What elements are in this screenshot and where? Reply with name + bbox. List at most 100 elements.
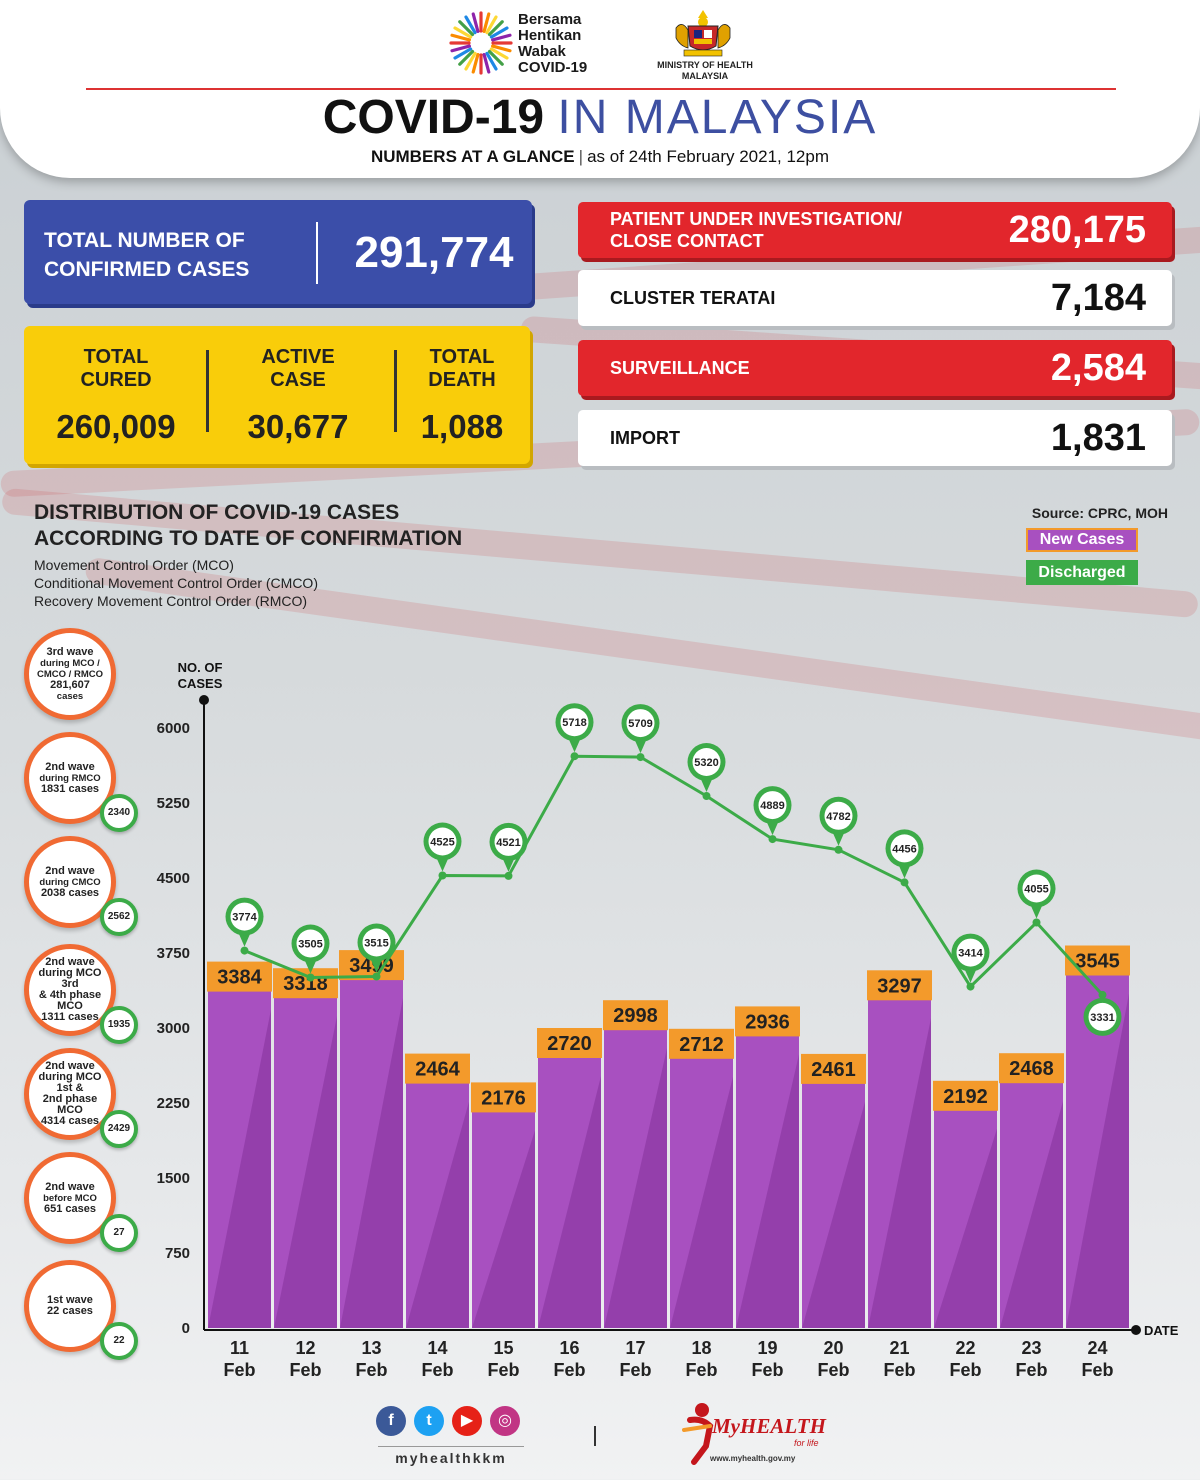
x-tick-label: 21	[889, 1338, 909, 1358]
bar-shade	[604, 1048, 667, 1328]
wave-label: 2nd wave during MCO 3rd & 4th phase MCO 131…	[38, 956, 102, 1023]
bar-value-label: 3499	[349, 955, 394, 977]
total-cured: TOTAL CURED 260,009	[56, 346, 176, 445]
social-handle: myhealthkkm	[378, 1446, 524, 1466]
x-tick-label: 16	[559, 1338, 579, 1358]
discharged-marker	[1083, 997, 1122, 1036]
x-tick-label: Feb	[223, 1360, 255, 1380]
bar-value-label: 2720	[547, 1033, 592, 1055]
header-divider	[86, 88, 1116, 90]
bar-label-cap	[999, 1053, 1064, 1084]
x-tick-label: Feb	[553, 1360, 585, 1380]
discharged-marker	[885, 829, 924, 879]
discharged-point	[1032, 918, 1041, 927]
discharged-marker	[555, 703, 594, 753]
bar-value-label: 3545	[1075, 951, 1120, 973]
discharged-value-label: 5320	[694, 757, 718, 769]
discharged-point	[900, 878, 909, 887]
wave-label: 2nd wave during RMCO 1831 cases	[39, 760, 101, 795]
discharged-point	[504, 871, 513, 880]
page-subtitle: NUMBERS AT A GLANCE | as of 24th February …	[370, 147, 830, 166]
discharged-marker	[951, 933, 990, 983]
wave-discharged-badge: 2340	[100, 794, 138, 832]
page-title: COVID-19 IN MALAYSIA	[322, 91, 878, 144]
wave-discharged-badge: 1935	[100, 1006, 138, 1044]
twitter-icon[interactable]: t	[414, 1406, 444, 1436]
bar-value-label: 3384	[217, 967, 262, 989]
campaign-burst-logo	[449, 11, 513, 75]
x-tick-label: Feb	[817, 1360, 849, 1380]
discharged-value-label: 3414	[958, 948, 983, 960]
bar-shade	[538, 1076, 601, 1328]
x-tick-label: Feb	[1081, 1360, 1113, 1380]
wave-label: 2nd wave during CMCO 2038 cases	[39, 864, 101, 899]
bar-value-label: 3297	[877, 975, 922, 997]
bar-shade	[406, 1101, 469, 1328]
x-tick-label: 19	[757, 1338, 777, 1358]
wave-circle: 1st wave 22 cases	[24, 1260, 116, 1352]
bar-shade	[736, 1054, 799, 1328]
y-tick-label: 2250	[157, 1095, 190, 1112]
discharged-value-label: 4525	[430, 837, 454, 849]
discharged-point	[768, 835, 777, 844]
myhealth-url[interactable]: www.myhealth.gov.my	[710, 1454, 796, 1463]
chart-title: DISTRIBUTION OF COVID-19 CASES ACCORDING…	[34, 501, 463, 550]
discharged-marker	[1017, 869, 1056, 919]
bar-shade	[670, 1076, 733, 1328]
bar-label-cap	[537, 1028, 602, 1058]
x-tick-label: Feb	[949, 1360, 981, 1380]
discharged-point	[834, 845, 843, 854]
discharged-marker	[753, 786, 792, 836]
bar-label-cap	[867, 970, 932, 1001]
y-tick-label: 6000	[157, 720, 190, 737]
x-tick-label: 20	[823, 1338, 843, 1358]
facebook-icon[interactable]: f	[376, 1406, 406, 1436]
bar-shade	[472, 1130, 535, 1328]
myhealth-wordmark: MyHEALTH	[712, 1414, 826, 1438]
social-icons: f t ▶ ◎	[376, 1406, 536, 1442]
wave-discharged-badge: 2429	[100, 1110, 138, 1148]
bar-label-cap	[207, 961, 272, 992]
x-tick-label: 17	[625, 1338, 645, 1358]
discharged-value-label: 4521	[496, 837, 520, 849]
bar-label-cap	[471, 1082, 536, 1113]
discharged-value-label: 4456	[892, 843, 916, 855]
bar-shade	[1066, 993, 1129, 1328]
discharged-point	[438, 871, 447, 880]
x-tick-label: Feb	[421, 1360, 453, 1380]
x-tick-label: Feb	[619, 1360, 651, 1380]
bar-value-label: 2192	[943, 1086, 988, 1108]
summary-divider	[394, 350, 397, 432]
bar-shade	[868, 1018, 931, 1328]
confirmed-cases-label: TOTAL NUMBER OF CONFIRMED CASES	[44, 229, 250, 281]
summary-divider	[206, 350, 209, 432]
campaign-name: Bersama Hentikan Wabak COVID-19	[518, 11, 588, 76]
x-tick-label: Feb	[883, 1360, 915, 1380]
youtube-icon[interactable]: ▶	[452, 1406, 482, 1436]
discharged-point	[570, 752, 579, 761]
wave-circle: 3rd wave during MCO / CMCO / RMCO 281,607 ca…	[24, 628, 116, 720]
x-tick-label: 15	[493, 1338, 513, 1358]
y-tick-label: 1500	[157, 1170, 190, 1187]
discharged-value-label: 3515	[364, 938, 388, 950]
cluster-teratai-card: CLUSTER TERATAI 7,184	[578, 270, 1172, 326]
discharged-marker	[225, 897, 264, 947]
wave-discharged-badge: 2562	[100, 898, 138, 936]
import-card: IMPORT 1,831	[578, 410, 1172, 466]
x-axis-title: DATE	[1144, 1323, 1179, 1338]
bar-value-label: 2461	[811, 1059, 856, 1081]
bar-value-label: 2936	[745, 1011, 790, 1033]
wave-label: 2nd wave during MCO 1st & 2nd phase MCO 431…	[38, 1060, 102, 1127]
x-tick-label: Feb	[289, 1360, 321, 1380]
instagram-icon[interactable]: ◎	[490, 1406, 520, 1436]
summary-card: TOTAL CURED 260,009 ACTIVE CASE 30,677 TOT…	[24, 326, 530, 464]
discharged-value-label: 5709	[628, 718, 652, 730]
header: Bersama Hentikan Wabak COVID-19 MINISTRY…	[0, 0, 1200, 178]
y-tick-label: 4500	[157, 870, 190, 887]
wave-circle: 2nd wave during MCO 3rd & 4th phase MCO 131…	[24, 944, 116, 1036]
footer-divider	[594, 1426, 596, 1446]
bar-value-label: 2998	[613, 1005, 658, 1027]
y-axis-title: CASES	[178, 676, 223, 691]
x-tick-label: 11	[230, 1338, 249, 1358]
